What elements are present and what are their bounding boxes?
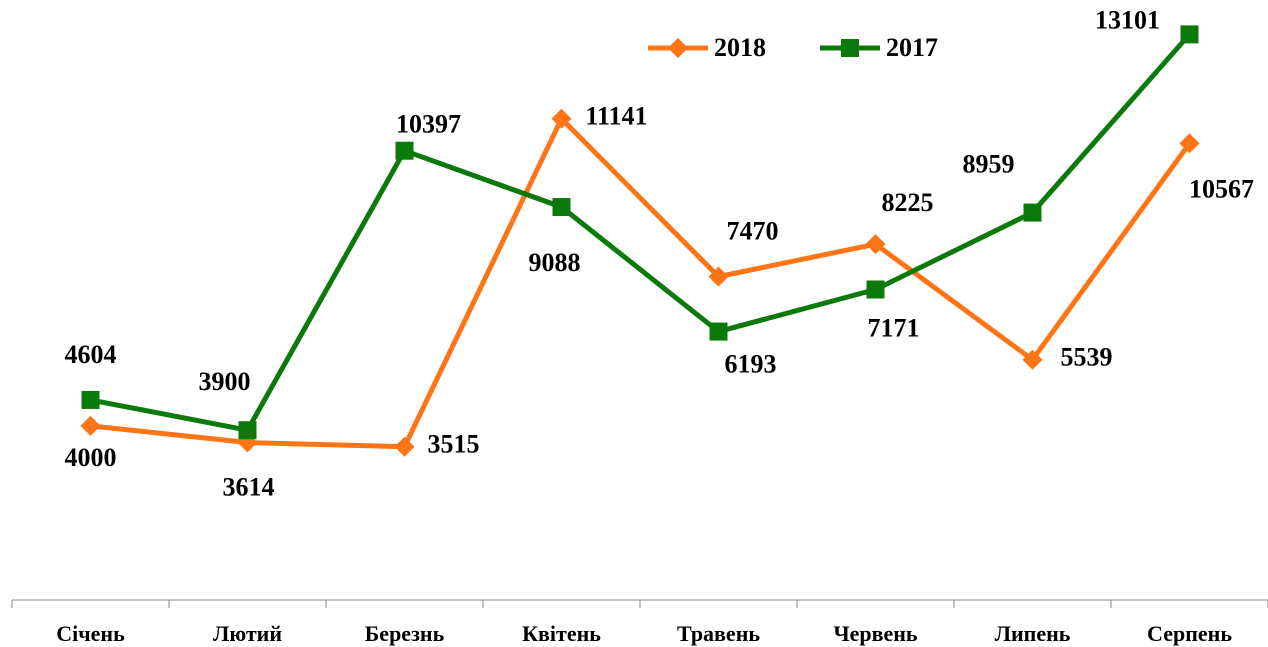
x-tick-label: Серпень bbox=[1147, 621, 1232, 646]
data-label: 3515 bbox=[428, 430, 480, 459]
data-label: 7470 bbox=[727, 217, 779, 246]
point bbox=[551, 108, 572, 129]
point bbox=[1023, 203, 1042, 222]
point bbox=[709, 322, 728, 341]
data-label: 8959 bbox=[963, 150, 1015, 179]
point bbox=[708, 266, 729, 287]
legend-label: 2018 bbox=[714, 33, 766, 62]
data-label: 3900 bbox=[199, 367, 251, 396]
point bbox=[1180, 25, 1199, 44]
x-tick-label: Січень bbox=[56, 621, 125, 646]
data-label: 11141 bbox=[585, 102, 647, 131]
data-label: 7171 bbox=[868, 313, 920, 342]
data-label: 4604 bbox=[65, 340, 117, 369]
point bbox=[238, 421, 257, 440]
point bbox=[80, 415, 101, 436]
point bbox=[394, 436, 415, 457]
point bbox=[865, 234, 886, 255]
legend-label: 2017 bbox=[886, 33, 938, 62]
series-line bbox=[90, 32, 1192, 433]
point bbox=[1179, 133, 1200, 154]
x-tick-label: Квітень bbox=[522, 621, 601, 646]
series-line bbox=[90, 116, 1192, 450]
x-tick-label: Червень bbox=[833, 621, 917, 646]
point bbox=[552, 198, 571, 217]
data-label: 3614 bbox=[223, 472, 275, 501]
point bbox=[866, 280, 885, 299]
data-label: 10397 bbox=[396, 110, 461, 139]
data-label: 8225 bbox=[882, 188, 934, 217]
data-label: 5539 bbox=[1061, 343, 1113, 372]
data-label: 6193 bbox=[725, 350, 777, 379]
x-tick-label: Травень bbox=[677, 621, 760, 646]
legend-marker bbox=[668, 38, 688, 58]
point bbox=[395, 141, 414, 160]
x-tick-label: Березнь bbox=[365, 621, 445, 646]
x-tick-label: Лютий bbox=[213, 621, 282, 646]
x-tick-label: Липень bbox=[995, 621, 1071, 646]
data-label: 9088 bbox=[529, 248, 581, 277]
data-label: 13101 bbox=[1095, 5, 1160, 34]
legend-marker bbox=[841, 39, 859, 57]
point bbox=[1022, 349, 1043, 370]
data-label: 4000 bbox=[65, 443, 117, 472]
data-label: 10567 bbox=[1189, 174, 1254, 203]
point bbox=[81, 390, 100, 409]
